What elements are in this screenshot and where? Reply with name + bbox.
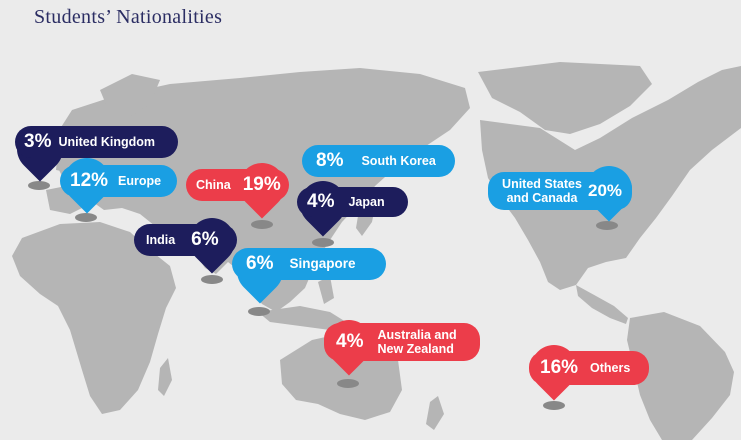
pct-united-states-and-canada: 20% bbox=[588, 181, 623, 200]
pct-singapore: 6% bbox=[246, 253, 274, 274]
chart-title: Students’ Nationalities bbox=[34, 6, 223, 28]
pct-india: 6% bbox=[191, 229, 219, 250]
label-singapore: Singapore bbox=[289, 256, 356, 271]
label-australia-and-new-zealand: Australia and New Zealand bbox=[377, 328, 457, 356]
pct-europe: 12% bbox=[70, 170, 109, 191]
label-china: China bbox=[196, 178, 231, 192]
label-japan: Japan bbox=[348, 195, 385, 209]
label-south-korea: South Korea bbox=[361, 154, 436, 168]
label-united-kingdom: United Kingdom bbox=[58, 135, 155, 149]
pct-japan: 4% bbox=[307, 191, 335, 212]
pct-others: 16% bbox=[540, 357, 579, 378]
pct-china: 19% bbox=[242, 174, 281, 195]
label-others: Others bbox=[590, 361, 631, 375]
label-united-states-and-canada: United States and Canada bbox=[502, 177, 582, 205]
label-india: India bbox=[146, 233, 176, 247]
label-europe: Europe bbox=[118, 174, 162, 188]
pct-united-kingdom: 3% bbox=[24, 131, 52, 152]
pct-south-korea: 8% bbox=[316, 150, 344, 171]
pct-australia-and-new-zealand: 4% bbox=[336, 331, 364, 352]
